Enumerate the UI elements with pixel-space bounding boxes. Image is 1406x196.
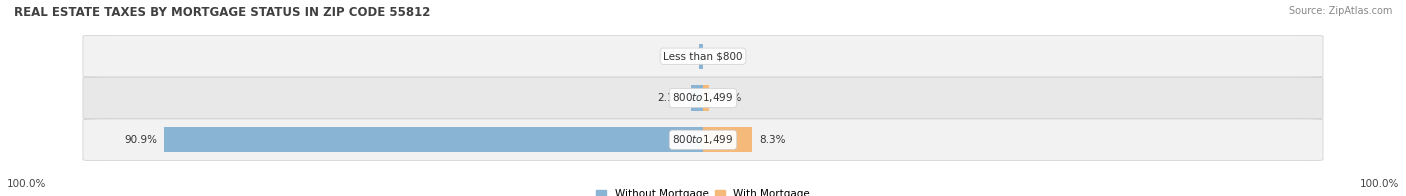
FancyBboxPatch shape [83,35,1323,77]
Text: 90.9%: 90.9% [125,135,157,145]
Text: 8.3%: 8.3% [759,135,786,145]
Legend: Without Mortgage, With Mortgage: Without Mortgage, With Mortgage [596,189,810,196]
Bar [699,44,703,69]
Text: Source: ZipAtlas.com: Source: ZipAtlas.com [1288,6,1392,16]
FancyBboxPatch shape [83,119,1323,161]
Bar [165,127,703,152]
Text: $800 to $1,499: $800 to $1,499 [672,133,734,146]
Bar [690,85,703,111]
Text: 0.69%: 0.69% [659,51,692,61]
Text: Less than $800: Less than $800 [664,51,742,61]
Text: $800 to $1,499: $800 to $1,499 [672,92,734,104]
Text: 0.0%: 0.0% [710,51,737,61]
Bar [703,85,709,111]
Text: 1.0%: 1.0% [716,93,742,103]
Text: 100.0%: 100.0% [7,179,46,189]
Text: REAL ESTATE TAXES BY MORTGAGE STATUS IN ZIP CODE 55812: REAL ESTATE TAXES BY MORTGAGE STATUS IN … [14,6,430,19]
Text: 2.1%: 2.1% [657,93,683,103]
FancyBboxPatch shape [83,77,1323,119]
Text: 100.0%: 100.0% [1360,179,1399,189]
Bar [703,127,752,152]
